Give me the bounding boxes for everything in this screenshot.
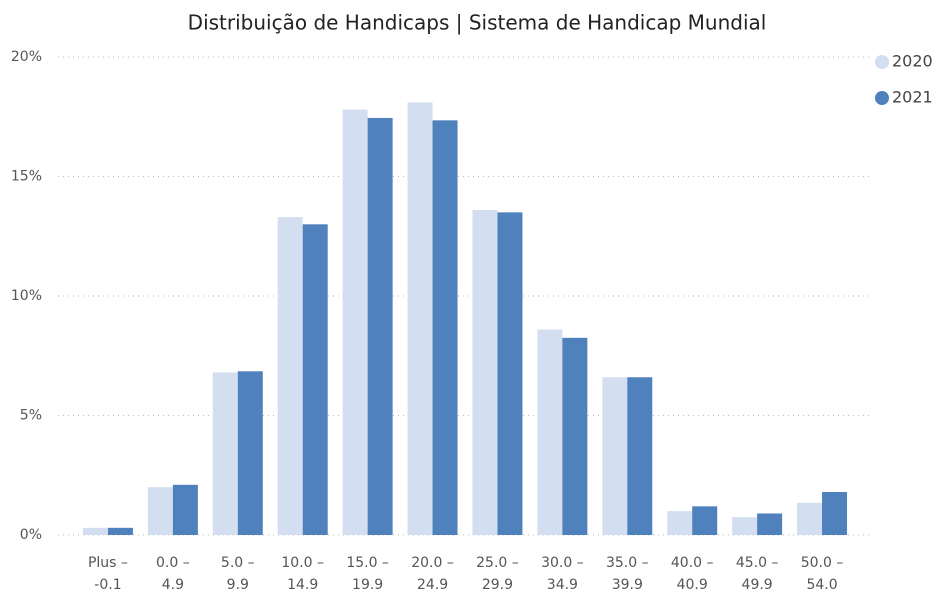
y-tick-label: 20% bbox=[11, 49, 42, 65]
bar bbox=[627, 377, 653, 535]
bar bbox=[667, 511, 693, 535]
bar bbox=[732, 517, 758, 535]
bar bbox=[407, 102, 433, 535]
bar bbox=[692, 506, 718, 535]
legend-marker bbox=[875, 91, 889, 105]
x-tick-label: 35.0 –39.9 bbox=[606, 555, 649, 592]
legend-label: 2020 bbox=[892, 52, 933, 71]
bar bbox=[237, 371, 263, 535]
x-tick-label: 10.0 –14.9 bbox=[281, 555, 324, 592]
bar bbox=[107, 527, 133, 535]
bar bbox=[147, 487, 173, 535]
y-tick-label: 5% bbox=[20, 408, 42, 424]
bar bbox=[212, 372, 238, 535]
bar bbox=[822, 491, 848, 535]
x-tick-label: 40.0 –40.9 bbox=[671, 555, 714, 592]
y-tick-label: 0% bbox=[20, 527, 42, 543]
legend-label: 2021 bbox=[892, 88, 933, 107]
bar bbox=[757, 513, 783, 535]
y-tick-label: 15% bbox=[11, 169, 42, 185]
x-tick-label: 30.0 –34.9 bbox=[541, 555, 584, 592]
legend-marker bbox=[875, 55, 889, 69]
x-tick-label: 15.0 –19.9 bbox=[346, 555, 389, 592]
bar bbox=[472, 209, 498, 535]
bar bbox=[432, 120, 458, 536]
x-tick-label: 0.0 –4.9 bbox=[156, 555, 190, 592]
y-tick-label: 10% bbox=[11, 288, 42, 304]
bar bbox=[277, 217, 303, 535]
bar bbox=[302, 224, 328, 536]
chart-title: Distribuição de Handicaps | Sistema de H… bbox=[188, 11, 767, 35]
bar bbox=[367, 117, 393, 535]
bar bbox=[602, 377, 628, 535]
x-tick-label: Plus – -0.1 bbox=[88, 555, 128, 592]
bar bbox=[797, 502, 823, 535]
bar bbox=[497, 212, 523, 535]
x-tick-label: 20.0 –24.9 bbox=[411, 555, 454, 592]
bar bbox=[342, 109, 368, 535]
x-tick-label: 5.0 –9.9 bbox=[221, 555, 255, 592]
bar bbox=[537, 329, 563, 535]
bar bbox=[172, 484, 198, 535]
bar bbox=[82, 527, 108, 535]
x-tick-label: 25.0 –29.9 bbox=[476, 555, 519, 592]
x-tick-label: 50.0 –54.0 bbox=[801, 555, 844, 592]
x-tick-label: 45.0 –49.9 bbox=[736, 555, 779, 592]
bar bbox=[562, 337, 588, 535]
